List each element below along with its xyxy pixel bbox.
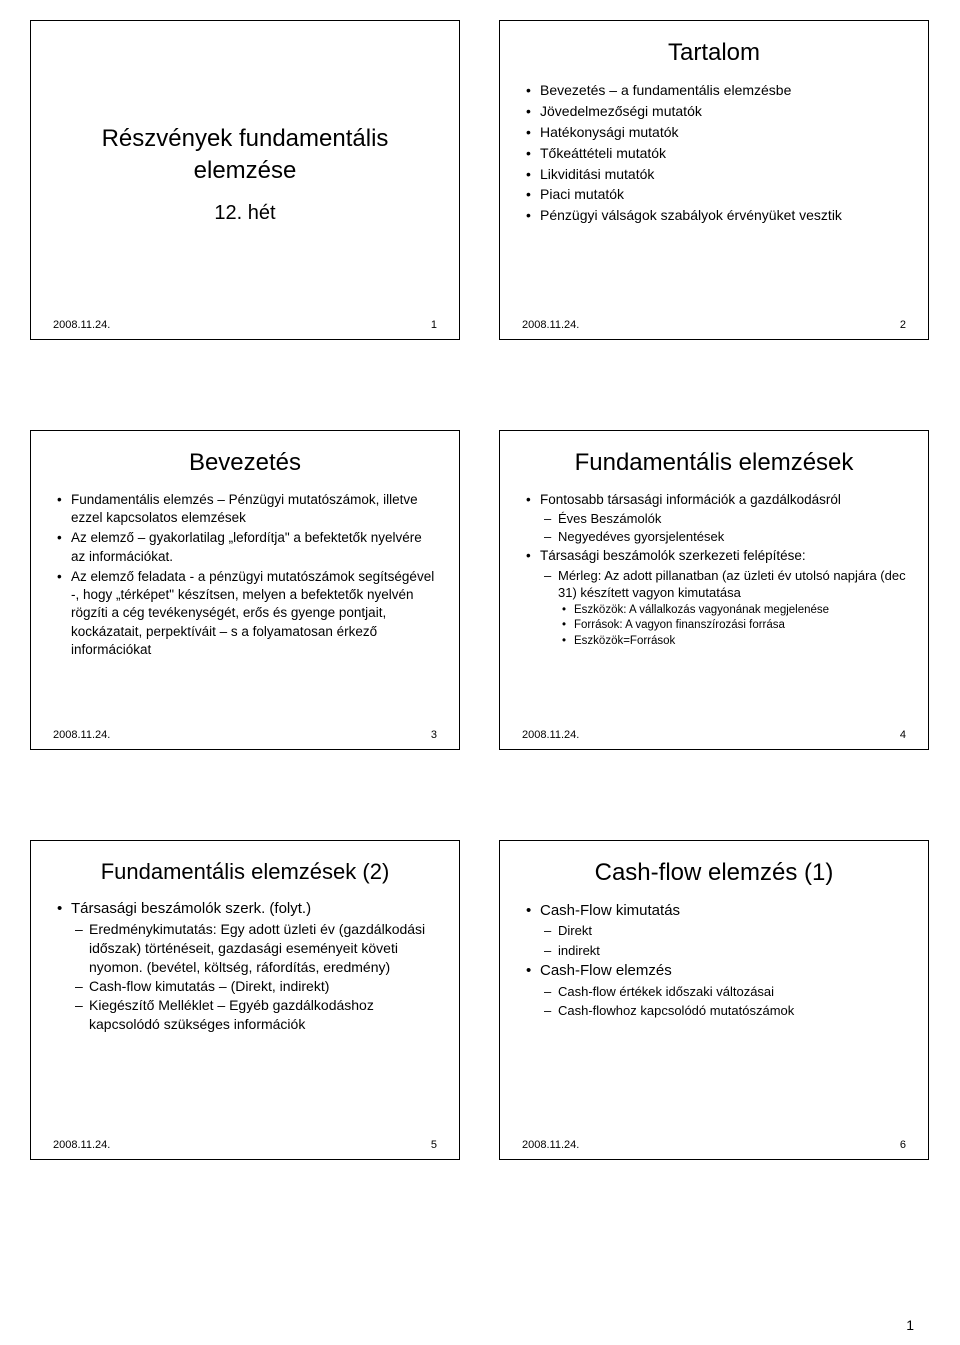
subsub-bullet-text: Eszközök: A vállalkozás vagyonának megje… (574, 604, 829, 616)
slide-date: 2008.11.24. (522, 1139, 579, 1151)
slide-body: Fontosabb társasági információk a gazdál… (522, 491, 906, 721)
slide-title: Tartalom (522, 39, 906, 67)
slide-body: Fundamentális elemzés – Pénzügyi mutatós… (53, 491, 437, 721)
slide-title: Cash-flow elemzés (1) (522, 859, 906, 887)
bullet-text: Fundamentális elemzés – Pénzügyi mutatós… (71, 492, 418, 525)
bullet-text: Likviditási mutatók (540, 166, 654, 182)
slide-grid: Részvények fundamentális elemzése 12. hé… (30, 20, 930, 1160)
slide-footer: 2008.11.24. 5 (53, 1139, 437, 1151)
slide-1: Részvények fundamentális elemzése 12. hé… (30, 20, 460, 340)
subsub-bullet-text: Eszközök=Források (574, 635, 675, 647)
main-title: Részvények fundamentális elemzése (53, 123, 437, 185)
bullet-text: Bevezetés – a fundamentális elemzésbe (540, 82, 791, 98)
slide-body: Bevezetés – a fundamentális elemzésbe Jö… (522, 81, 906, 311)
slide-number: 1 (431, 319, 437, 331)
slide-date: 2008.11.24. (53, 319, 110, 331)
slide-number: 2 (900, 319, 906, 331)
sub-bullet-text: Éves Beszámolók (558, 511, 661, 526)
bullet-text: Jövedelmezőségi mutatók (540, 103, 702, 119)
dash-sub-text: Cash-flow értékek időszaki változásai (558, 984, 774, 999)
bullet-text: Hatékonysági mutatók (540, 124, 679, 140)
page-number: 1 (906, 1317, 914, 1333)
slide-5: Fundamentális elemzések (2) Társasági be… (30, 840, 460, 1160)
bullet-text: Az elemző feladata - a pénzügyi mutatósz… (71, 569, 434, 657)
slide-number: 6 (900, 1139, 906, 1151)
slide-title: Fundamentális elemzések (2) (53, 859, 437, 885)
subsub-bullet-text: Források: A vagyon finanszírozási forrás… (574, 619, 785, 631)
sub-bullet-text: Negyedéves gyorsjelentések (558, 529, 724, 544)
slide-title: Bevezetés (53, 449, 437, 477)
bullet-text: Piaci mutatók (540, 186, 624, 202)
bullet-text: Fontosabb társasági információk a gazdál… (540, 492, 841, 507)
dash-sub-text: Direkt (558, 923, 592, 938)
slide-3: Bevezetés Fundamentális elemzés – Pénzüg… (30, 430, 460, 750)
bullet-text: Társasági beszámolók szerkezeti felépíté… (540, 548, 806, 563)
slide-2: Tartalom Bevezetés – a fundamentális ele… (499, 20, 929, 340)
sub-bullet-text: Eredménykimutatás: Egy adott üzleti év (… (89, 921, 425, 975)
sub-bullet-text: Mérleg: Az adott pillanatban (az üzleti … (558, 568, 906, 601)
slide-title: Fundamentális elemzések (522, 449, 906, 477)
dash-sub-text: Cash-flowhoz kapcsolódó mutatószámok (558, 1003, 794, 1018)
dash-text: Cash-Flow kimutatás (540, 902, 680, 919)
slide-date: 2008.11.24. (53, 729, 110, 741)
slide-number: 3 (431, 729, 437, 741)
slide-footer: 2008.11.24. 6 (522, 1139, 906, 1151)
slide-footer: 2008.11.24. 2 (522, 319, 906, 331)
slide-6: Cash-flow elemzés (1) Cash-Flow kimutatá… (499, 840, 929, 1160)
slide-body: Cash-Flow kimutatás Direkt indirekt Cash… (522, 901, 906, 1131)
slide-4: Fundamentális elemzések Fontosabb társas… (499, 430, 929, 750)
dash-text: Cash-Flow elemzés (540, 962, 672, 979)
dash-sub-text: indirekt (558, 943, 600, 958)
bullet-text: Tőkeáttételi mutatók (540, 145, 666, 161)
slide-footer: 2008.11.24. 3 (53, 729, 437, 741)
sub-bullet-text: Kiegészítő Melléklet – Egyéb gazdálkodás… (89, 997, 374, 1032)
slide-number: 4 (900, 729, 906, 741)
bullet-text: Az elemző – gyakorlatilag „lefordítja" a… (71, 530, 422, 563)
sub-bullet-text: Cash-flow kimutatás – (Direkt, indirekt) (89, 978, 329, 994)
bullet-text: Pénzügyi válságok szabályok érvényüket v… (540, 207, 842, 223)
bullet-text: Társasági beszámolók szerk. (folyt.) (71, 900, 311, 917)
slide-date: 2008.11.24. (522, 729, 579, 741)
slide-date: 2008.11.24. (522, 319, 579, 331)
sub-title: 12. hét (214, 200, 275, 227)
slide-body: Részvények fundamentális elemzése 12. hé… (53, 39, 437, 311)
slide-date: 2008.11.24. (53, 1139, 110, 1151)
slide-body: Társasági beszámolók szerk. (folyt.) Ere… (53, 899, 437, 1131)
slide-footer: 2008.11.24. 1 (53, 319, 437, 331)
slide-number: 5 (431, 1139, 437, 1151)
slide-footer: 2008.11.24. 4 (522, 729, 906, 741)
